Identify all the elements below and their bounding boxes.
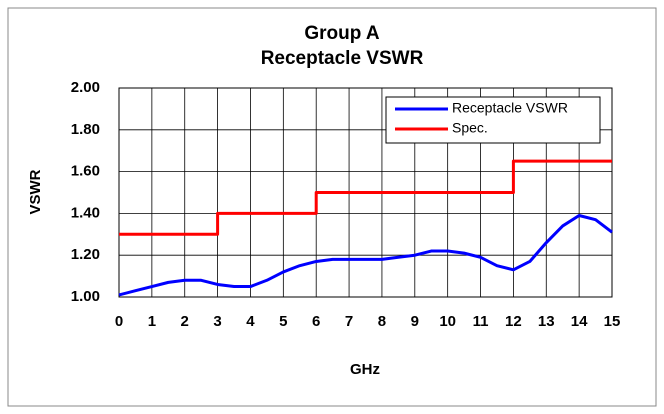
y-tick-label: 1.40 bbox=[71, 204, 100, 221]
legend-box bbox=[385, 96, 601, 144]
y-axis-label: VSWR bbox=[27, 169, 44, 214]
x-tick-label: 11 bbox=[473, 313, 489, 330]
y-tick-label: 1.00 bbox=[71, 288, 100, 305]
x-tick-label: 8 bbox=[378, 313, 386, 330]
x-tick-label: 14 bbox=[571, 313, 588, 330]
legend-label: Receptacle VSWR bbox=[452, 100, 568, 116]
series-line bbox=[119, 159, 612, 236]
x-tick-label: 15 bbox=[604, 313, 621, 330]
chart-subtitle: Receptacle VSWR bbox=[261, 48, 424, 69]
y-tick-label: 2.00 bbox=[71, 79, 100, 96]
y-tick-label: 1.60 bbox=[71, 163, 100, 180]
x-tick-label: 12 bbox=[505, 313, 522, 330]
x-tick-label: 5 bbox=[279, 313, 287, 330]
x-tick-label: 2 bbox=[181, 313, 189, 330]
x-tick-label: 4 bbox=[246, 313, 255, 330]
y-tick-label: 1.20 bbox=[71, 246, 100, 263]
y-tick-label: 1.80 bbox=[71, 121, 100, 138]
x-tick-label: 10 bbox=[439, 313, 456, 330]
x-tick-label: 1 bbox=[148, 313, 156, 330]
chart-title: Group A bbox=[304, 23, 380, 44]
x-tick-label: 3 bbox=[213, 313, 221, 330]
x-tick-label: 9 bbox=[411, 313, 419, 330]
x-tick-label: 6 bbox=[312, 313, 320, 330]
legend-label: Spec. bbox=[452, 120, 488, 136]
x-axis-label: GHz bbox=[350, 361, 380, 378]
x-tick-label: 7 bbox=[345, 313, 353, 330]
x-tick-label: 0 bbox=[115, 313, 123, 330]
series-line bbox=[118, 213, 613, 297]
x-tick-label: 13 bbox=[538, 313, 555, 330]
